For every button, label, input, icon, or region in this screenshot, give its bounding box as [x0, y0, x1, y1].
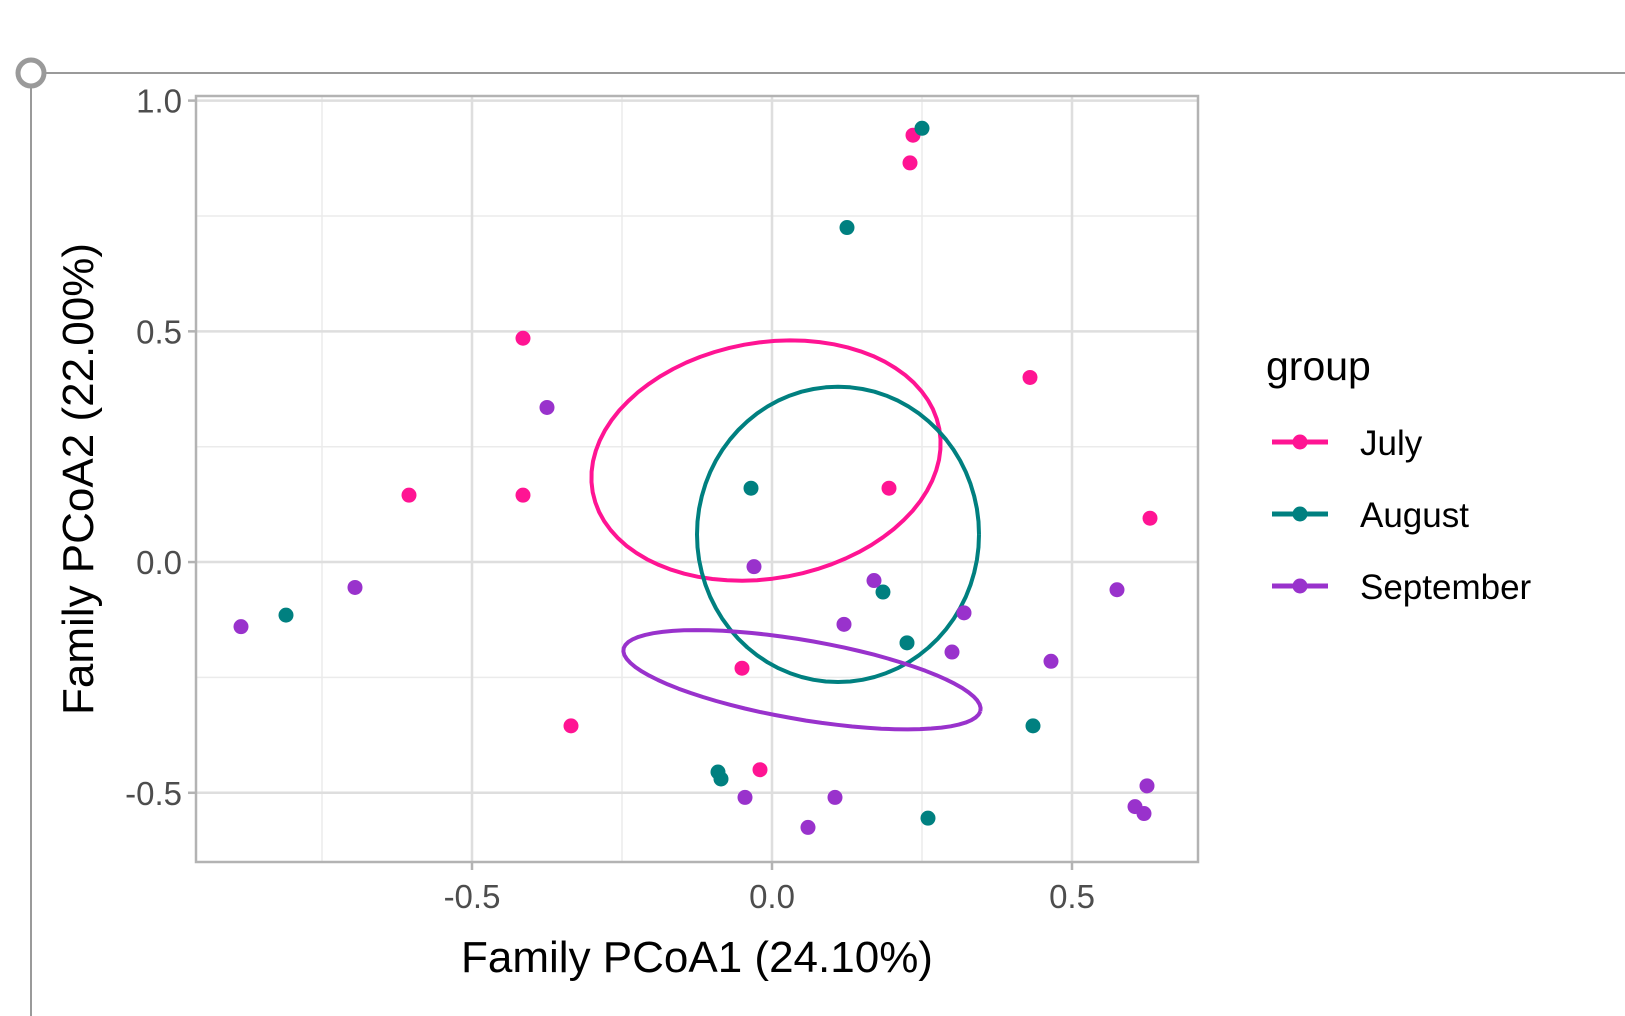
plot-panel-background — [196, 96, 1198, 862]
data-points — [233, 120, 1158, 835]
x-tick-label: -0.5 — [444, 878, 501, 915]
y-axis-title: Family PCoA2 (22.00%) — [54, 243, 103, 715]
point-september — [233, 619, 249, 635]
x-axis-title: Family PCoA1 (24.10%) — [461, 933, 933, 982]
point-july — [1022, 369, 1038, 385]
point-august — [1025, 718, 1041, 734]
point-september — [347, 579, 363, 595]
point-september — [800, 819, 816, 835]
y-tick-label: 0.0 — [136, 544, 182, 581]
point-september — [737, 789, 753, 805]
point-july — [752, 762, 768, 778]
point-september — [746, 559, 762, 575]
point-august — [875, 584, 891, 600]
legend-key-point-july — [1292, 434, 1308, 450]
legend-label-august: August — [1360, 496, 1469, 535]
point-september — [827, 789, 843, 805]
point-september — [866, 573, 882, 589]
point-september — [1136, 806, 1152, 822]
ellipse-august — [695, 384, 981, 684]
legend-key-point-september — [1292, 578, 1308, 594]
point-august — [713, 771, 729, 787]
point-august — [899, 635, 915, 651]
confidence-ellipses — [589, 338, 983, 732]
point-august — [278, 607, 294, 623]
ellipse-july — [589, 338, 943, 583]
point-september — [1139, 778, 1155, 794]
point-september — [956, 605, 972, 621]
point-july — [515, 487, 531, 503]
point-august — [743, 480, 759, 496]
point-july — [563, 718, 579, 734]
y-tick-label: 1.0 — [136, 83, 182, 120]
point-july — [881, 480, 897, 496]
legend: group July August September — [1266, 343, 1532, 607]
point-september — [539, 399, 555, 415]
plot-panel — [196, 96, 1198, 862]
x-tick-label: 0.0 — [749, 878, 795, 915]
y-tick-label: 0.5 — [136, 313, 182, 350]
point-september — [1043, 653, 1059, 669]
point-september — [836, 616, 852, 632]
legend-label-september: September — [1360, 568, 1532, 607]
x-tick-label: 0.5 — [1049, 878, 1095, 915]
legend-key-point-august — [1292, 506, 1308, 522]
point-july — [1142, 510, 1158, 526]
y-tick-label: -0.5 — [125, 775, 182, 812]
plot-panel-border — [194, 94, 1200, 864]
ellipse-september — [621, 628, 983, 732]
point-september — [944, 644, 960, 660]
axes: -0.5 0.0 0.5 -0.5 0.0 0.5 1.0 — [125, 83, 1200, 915]
frame-resize-handle[interactable] — [15, 57, 47, 89]
point-august — [839, 220, 855, 236]
point-july — [902, 155, 918, 171]
grid-lines — [196, 96, 1198, 862]
point-august — [920, 810, 936, 826]
point-july — [401, 487, 417, 503]
legend-title: group — [1266, 343, 1371, 389]
point-july — [515, 330, 531, 346]
legend-label-july: July — [1360, 424, 1423, 463]
point-august — [914, 120, 930, 136]
point-september — [1109, 582, 1125, 598]
point-july — [734, 660, 750, 676]
